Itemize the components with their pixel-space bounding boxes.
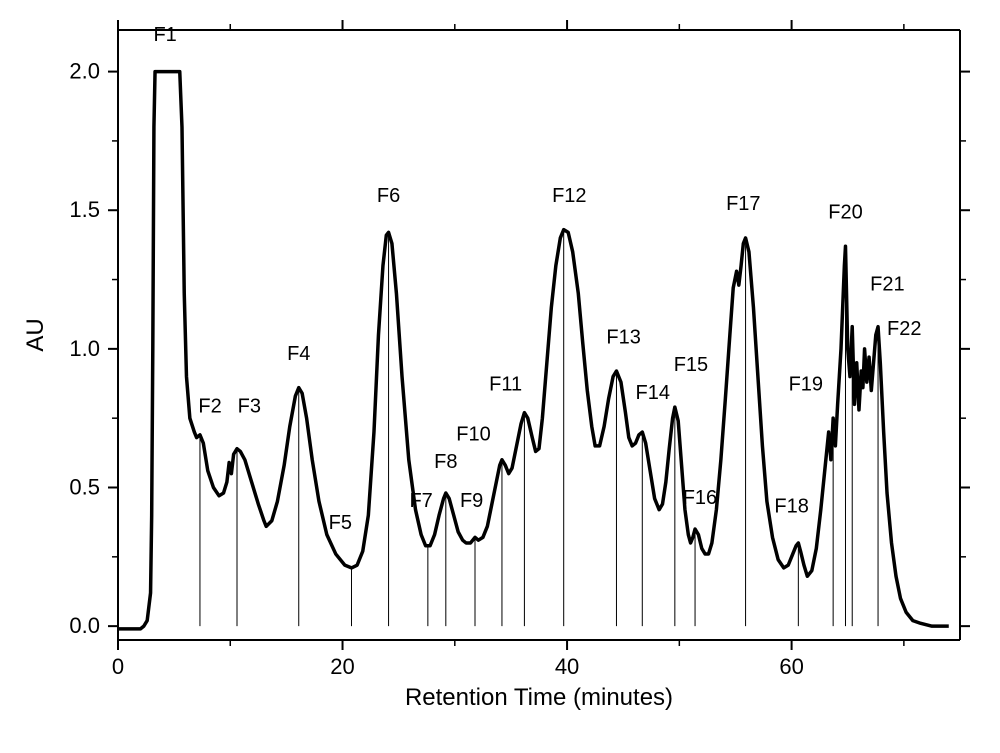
peak-label: F15 xyxy=(674,354,708,376)
peak-label: F17 xyxy=(726,193,760,215)
y-tick-label: 0.0 xyxy=(69,613,100,638)
peak-label: F9 xyxy=(460,490,483,512)
peak-label: F16 xyxy=(683,487,717,509)
peak-label: F1 xyxy=(153,24,176,46)
x-tick-label: 40 xyxy=(555,654,579,679)
peak-label: F10 xyxy=(456,423,490,445)
peak-label: F14 xyxy=(636,382,670,404)
peak-label: F6 xyxy=(377,185,400,207)
y-tick-label: 1.5 xyxy=(69,197,100,222)
peak-label: F5 xyxy=(329,512,352,534)
peak-label: F13 xyxy=(606,326,640,348)
y-tick-label: 1.0 xyxy=(69,336,100,361)
x-tick-label: 0 xyxy=(112,654,124,679)
peak-label: F21 xyxy=(870,274,904,296)
y-tick-label: 2.0 xyxy=(69,59,100,84)
peak-label: F11 xyxy=(489,373,522,395)
y-tick-label: 0.5 xyxy=(69,475,100,500)
chromatogram-chart: 02040600.00.51.01.52.0 F1F2F3F4F5F6F7F8F… xyxy=(0,0,1000,753)
peak-labels: F1 F2 F3 F4 F5 F6 F7F8F9 F10 F11 F12 F13 F14F15 F16 F… xyxy=(153,24,921,534)
x-axis-title: Retention Time (minutes) xyxy=(405,684,673,711)
peak-label: F7 xyxy=(409,490,432,512)
axis-group: 0 20 40 60 0.0 0.5 1.0 1.5 2.0 xyxy=(69,20,970,679)
y-axis-title: AU xyxy=(22,318,49,351)
peak-marker-lines xyxy=(200,230,878,627)
peak-label: F18 xyxy=(774,495,808,517)
peak-label: F4 xyxy=(287,343,310,365)
peak-label: F22 xyxy=(887,318,921,340)
x-tick-label: 60 xyxy=(779,654,803,679)
peak-label: F19 xyxy=(789,373,823,395)
peak-label: F3 xyxy=(238,396,261,418)
peak-label: F8 xyxy=(434,451,457,473)
peak-label: F12 xyxy=(552,185,586,207)
peak-label: F20 xyxy=(828,202,862,224)
peak-label: F2 xyxy=(198,396,221,418)
x-tick-label: 20 xyxy=(330,654,354,679)
chromatogram-trace xyxy=(118,72,949,629)
